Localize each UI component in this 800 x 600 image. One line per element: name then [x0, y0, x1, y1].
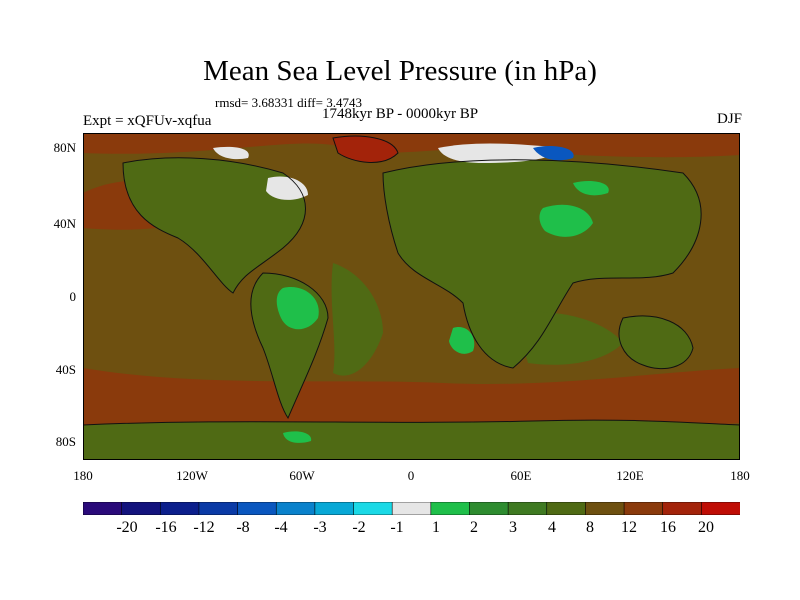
north-america-field	[123, 157, 306, 293]
lon-label-60e: 60E	[510, 468, 532, 483]
plot-title: Mean Sea Level Pressure (in hPa)	[203, 55, 597, 87]
siberia-green-patch	[573, 181, 609, 196]
colorbar-tick-label: -12	[193, 519, 215, 536]
colorbar-swatch	[83, 502, 123, 515]
colorbar-tick-label: 3	[509, 519, 517, 536]
colorbar-tick-label: -1	[390, 519, 404, 536]
greenland-high	[333, 136, 398, 163]
coastlines	[83, 135, 740, 426]
lat-label-40s: 40S	[55, 362, 76, 377]
lon-label-120e: 120E	[616, 468, 644, 483]
colorbar-swatch	[237, 502, 278, 515]
lat-label-0: 0	[69, 289, 77, 304]
coastline	[382, 159, 702, 369]
coastline	[83, 419, 740, 426]
time-period-label: 1748kyr BP - 0000kyr BP	[322, 106, 479, 122]
colorbar-tick-label: 2	[470, 519, 478, 536]
colorbar-swatch	[121, 502, 162, 515]
southern-africa-green-patch	[449, 327, 475, 354]
colorbar-swatch	[275, 502, 316, 515]
lon-label-0: 0	[407, 468, 415, 483]
lon-label-180e: 180	[730, 468, 750, 483]
indian-ocean-field	[513, 311, 623, 365]
coastline	[618, 315, 694, 370]
barents-low-anomaly	[533, 146, 574, 161]
colorbar-tick-label: 4	[548, 519, 556, 536]
colorbar-swatch	[198, 502, 239, 515]
antarctica-green-patch	[283, 431, 312, 443]
coastline	[332, 135, 399, 163]
colorbar-tick-label: 1	[432, 519, 440, 536]
experiment-label: Expt = xQFUv-xqfua	[83, 113, 212, 129]
lon-label-60w: 60W	[289, 468, 315, 483]
colorbar-swatch	[585, 502, 625, 515]
colorbar-tick-label: -4	[274, 519, 288, 536]
colorbar-tick-label: -16	[155, 519, 177, 536]
lon-label-120w: 120W	[176, 468, 208, 483]
colorbar-swatch	[701, 502, 740, 515]
pressure-difference-map	[83, 133, 740, 460]
australia-field	[619, 316, 693, 369]
season-label: DJF	[716, 111, 742, 127]
antarctica-field	[83, 420, 740, 460]
central-asia-green-patch	[539, 204, 593, 237]
colorbar-swatch	[353, 502, 393, 515]
colorbar-tick-label: 12	[621, 519, 637, 536]
colorbar-swatch	[391, 502, 432, 515]
rmsd-diff-stats: rmsd= 3.68331 diff= 3.4743	[215, 95, 362, 110]
colorbar-tick-label: -8	[236, 519, 250, 536]
colorbar-tick-label: 20	[698, 519, 714, 536]
lat-label-80s: 80S	[55, 434, 76, 449]
colorbar-tick-label: 16	[660, 519, 676, 536]
colorbar-swatch	[314, 502, 355, 515]
colorbar-tick-label: -3	[313, 519, 327, 536]
brazil-green-patch	[276, 287, 319, 330]
lat-label-40n: 40N	[53, 216, 76, 231]
colorbar-tick-label: 8	[586, 519, 594, 536]
north-eurasia-anomaly	[438, 143, 563, 163]
colorbar-swatch	[623, 502, 664, 515]
colorbar-swatch	[430, 502, 471, 515]
south-ocean-high-band	[83, 368, 740, 436]
colorbar-swatch	[546, 502, 587, 515]
colorbar-swatch	[662, 502, 703, 515]
atlantic-field	[331, 263, 383, 376]
colorbar-tick-label: -2	[352, 519, 366, 536]
coastline	[250, 272, 329, 420]
canada-anomaly	[213, 146, 249, 160]
lat-label-80n: 80N	[53, 140, 76, 155]
hudson-anomaly	[266, 176, 308, 200]
colorbar	[83, 502, 740, 515]
eurasia-africa-field	[383, 159, 702, 368]
arctic-high-band	[83, 133, 740, 158]
colorbar-swatch	[159, 502, 200, 515]
coastline	[122, 157, 306, 294]
lon-label-180w: 180	[73, 468, 93, 483]
colorbar-swatch	[507, 502, 548, 515]
map-frame	[83, 133, 740, 460]
colorbar-swatch	[469, 502, 509, 515]
colorbar-tick-label: -20	[116, 519, 138, 536]
